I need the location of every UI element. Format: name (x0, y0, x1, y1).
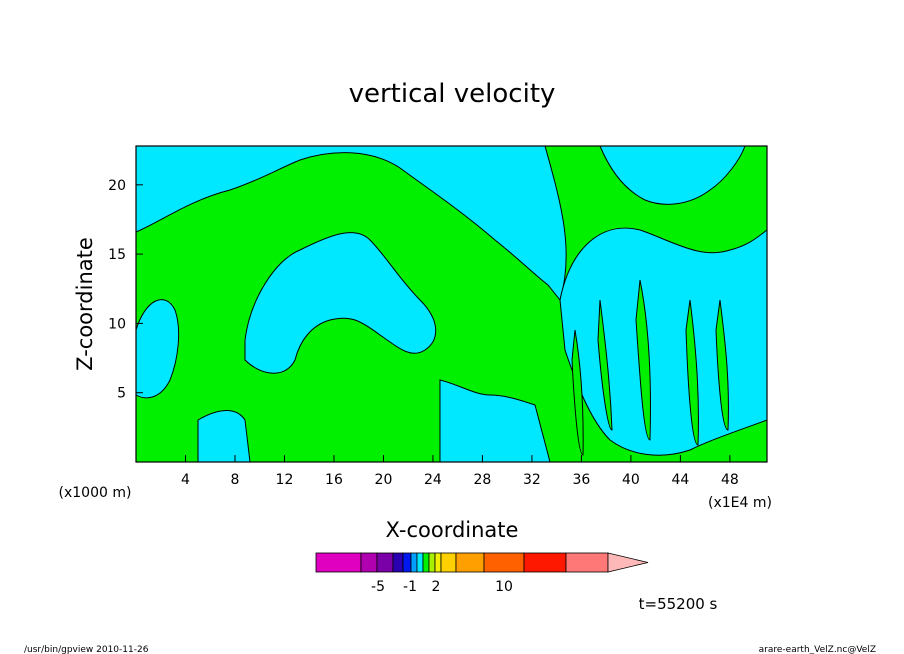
x-tick-label: 32 (523, 472, 541, 488)
colorbar-tick-label: 2 (432, 579, 441, 595)
y-axis: 5 10 15 20 (108, 178, 143, 402)
colorbar-tick-label: -1 (403, 579, 417, 595)
colorbar-segment (360, 552, 378, 573)
colorbar-segment (410, 552, 418, 573)
x-tick-label: 40 (622, 472, 640, 488)
x-tick-label: 28 (474, 472, 492, 488)
chart-title: vertical velocity (349, 79, 556, 109)
colorbar (315, 552, 649, 573)
x-tick-label: 36 (572, 472, 590, 488)
x-tick-label: 44 (671, 472, 689, 488)
x-tick-label: 16 (325, 472, 343, 488)
colorbar-segment (523, 552, 567, 573)
cyan-region-top-arc (135, 145, 567, 302)
colorbar-segment (440, 552, 457, 573)
colorbar-segment (565, 552, 609, 573)
green-streak-1 (597, 299, 613, 431)
colorbar-tick-label: -5 (371, 579, 385, 595)
x-tick-label: 48 (721, 472, 739, 488)
green-streaks (571, 279, 729, 456)
plot-frame (135, 145, 768, 463)
x-tick-label: 20 (375, 472, 393, 488)
colorbar-segment (392, 552, 404, 573)
x-tick-label: 12 (276, 472, 294, 488)
y-tick-label: 5 (117, 386, 126, 402)
colorbar-segment (434, 552, 442, 573)
cyan-region-center-dome (244, 232, 437, 374)
colorbar-segment (422, 552, 430, 573)
x-tick-label: 8 (231, 472, 240, 488)
footer-left: /usr/bin/gpview 2010-11-26 (24, 645, 149, 654)
time-label: t=55200 s (639, 595, 718, 613)
x-tick-label: 4 (181, 472, 190, 488)
colorbar-segment (376, 552, 394, 573)
y-axis-title: Z-coordinate (73, 237, 97, 371)
colorbar-segment (455, 552, 485, 573)
colorbar-segment (428, 552, 436, 573)
y-tick-label: 20 (108, 178, 126, 194)
colorbar-segment (483, 552, 525, 573)
x-unit-label: (x1000 m) (59, 485, 132, 501)
colorbar-extension (607, 552, 649, 573)
colorbar-tick-labels: -5 -1 2 10 (371, 579, 513, 595)
x-tick-label: 24 (424, 472, 442, 488)
colorbar-segment (315, 552, 362, 573)
x-axis-title: X-coordinate (386, 518, 519, 542)
green-streak-3 (685, 299, 699, 446)
y-tick-label: 10 (108, 316, 126, 332)
colorbar-segment (402, 552, 412, 573)
colorbar-segment (416, 552, 424, 573)
y-tick-label: 15 (108, 247, 126, 263)
colorbar-tick-label: 10 (495, 579, 513, 595)
footer-right: arare-earth_VelZ.nc@VelZ (759, 645, 876, 654)
cyan-region-left-mid (135, 299, 180, 399)
cyan-region-lower-middle (439, 379, 551, 463)
cyan-regions (135, 145, 768, 463)
x-scale-label: (x1E4 m) (708, 495, 772, 511)
cyan-region-left-bottom (197, 410, 251, 463)
cyan-region-right-top (599, 145, 746, 205)
green-streak-4 (715, 299, 729, 431)
x-axis: 4 8 12 16 20 24 28 32 36 40 44 48 (181, 455, 739, 488)
green-streak-5 (571, 329, 584, 456)
green-streak-2 (635, 279, 652, 441)
